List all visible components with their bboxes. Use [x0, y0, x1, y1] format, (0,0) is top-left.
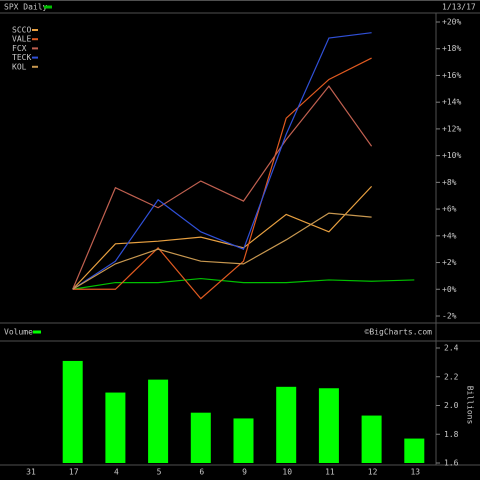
- x-tick-label: 13: [410, 468, 420, 477]
- legend-label: SPX Daily: [4, 3, 48, 12]
- y-tick-label: +10%: [442, 151, 461, 160]
- y-tick-label: 2.2: [444, 372, 459, 381]
- y-tick-label: +6%: [442, 205, 457, 214]
- y-tick-label: +14%: [442, 98, 461, 107]
- y-tick-label: +20%: [442, 18, 461, 27]
- bar: [105, 392, 126, 463]
- x-tick-label: 5: [157, 468, 162, 477]
- bar: [62, 360, 83, 463]
- legend-swatch: [32, 47, 38, 50]
- y-tick-label: +12%: [442, 124, 461, 133]
- x-tick-label: 4: [114, 468, 119, 477]
- legend-swatch: [32, 65, 38, 68]
- series-line: [72, 85, 373, 290]
- x-tick-label: 10: [282, 468, 292, 477]
- series-line: [72, 185, 373, 290]
- x-tick-label: 11: [325, 468, 335, 477]
- y-tick-label: 1.8: [444, 430, 459, 439]
- legend-swatch: [32, 56, 38, 59]
- bar: [318, 388, 339, 463]
- x-tick-label: 9: [242, 468, 247, 477]
- bar: [233, 418, 254, 463]
- series-line: [72, 212, 372, 290]
- y-tick-label: 2.0: [444, 401, 459, 410]
- volume-title: Volume: [4, 328, 33, 337]
- y-tick-label: +8%: [442, 178, 457, 187]
- legend-label: FCX: [12, 44, 27, 53]
- bar: [404, 438, 425, 463]
- y-tick-label: +18%: [442, 44, 461, 53]
- legend-swatch: [33, 330, 41, 334]
- series-line: [72, 57, 372, 300]
- bar: [361, 415, 382, 463]
- legend-label: VALE: [12, 35, 31, 44]
- legend-label: KOL: [12, 62, 27, 71]
- y-axis-label: Billions: [466, 386, 475, 425]
- y-tick-label: +2%: [442, 258, 457, 267]
- legend-swatch: [44, 5, 52, 9]
- legend-label: TECK: [12, 53, 31, 62]
- x-tick-label: 6: [199, 468, 204, 477]
- series-line: [72, 277, 415, 290]
- legend-swatch: [32, 38, 38, 41]
- y-tick-label: +16%: [442, 71, 461, 80]
- series-line: [72, 32, 372, 290]
- x-tick-label: 31: [26, 468, 36, 477]
- bar: [190, 412, 211, 463]
- bar: [148, 379, 169, 463]
- bar: [276, 386, 297, 463]
- y-tick-label: +4%: [442, 231, 457, 240]
- date: 1/13/17: [442, 3, 476, 12]
- x-tick-label: 17: [69, 468, 79, 477]
- source: ©BigCharts.com: [365, 328, 433, 337]
- legend-swatch: [32, 29, 38, 31]
- x-tick-label: 12: [368, 468, 378, 477]
- y-tick-label: 2.4: [444, 344, 459, 353]
- legend-label: SCCO: [12, 26, 31, 35]
- y-tick-label: 1.6: [444, 459, 459, 468]
- y-tick-label: +0%: [442, 285, 457, 294]
- y-tick-label: -2%: [442, 312, 457, 321]
